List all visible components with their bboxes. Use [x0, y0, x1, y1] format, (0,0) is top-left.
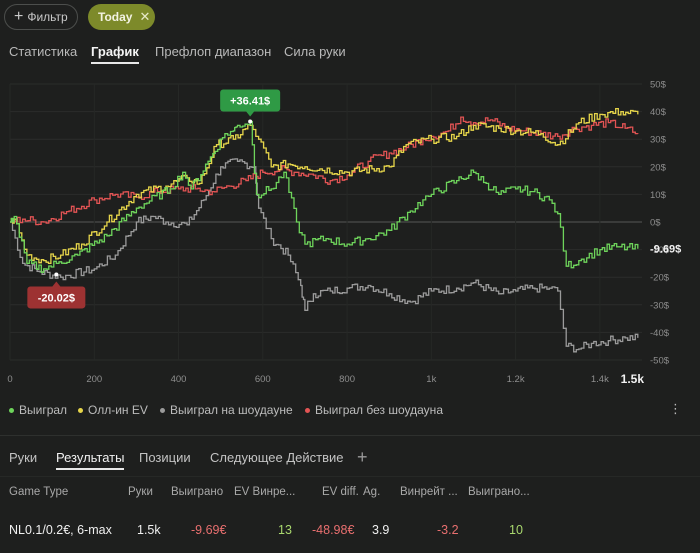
- legend-dot-icon: [9, 407, 14, 413]
- y-tick-label: 0$: [650, 218, 661, 229]
- plus-icon: +: [14, 8, 24, 25]
- max-badge-pointer: [246, 111, 255, 117]
- cell-winrate: -3.2: [437, 523, 459, 537]
- series-line-0: [10, 120, 639, 273]
- y-tick-label: 10$: [650, 190, 667, 201]
- x-tick-label: 1k: [426, 374, 436, 385]
- column-header-ev-winrate[interactable]: EV Винре...: [234, 486, 296, 498]
- y-tick-label: 40$: [650, 107, 667, 118]
- cell-hands: 1.5k: [137, 523, 161, 537]
- max-point: [248, 119, 253, 124]
- tab-graph[interactable]: График: [91, 44, 139, 64]
- table-top-divider: [0, 476, 700, 477]
- min-point: [54, 272, 59, 277]
- chart-legend: Выиграл Олл-ин EV Выиграл на шоудауне Вы…: [0, 401, 700, 421]
- cell-ev-diff: -48.98€: [312, 523, 355, 537]
- y-tick-label: -20$: [650, 273, 670, 284]
- chart-grid: [9, 83, 642, 361]
- legend-item-won[interactable]: Выиграл: [9, 403, 67, 417]
- add-tab-icon[interactable]: +: [357, 447, 368, 467]
- column-header-won[interactable]: Выиграно: [171, 486, 224, 498]
- cell-won: -9.69€: [191, 523, 227, 537]
- y-tick-label: -40$: [650, 328, 670, 339]
- column-header-hands[interactable]: Руки: [128, 486, 153, 498]
- legend-label: Олл-ин EV: [88, 403, 148, 417]
- legend-dot-icon: [305, 407, 310, 413]
- more-options-icon[interactable]: ⋮: [669, 401, 682, 416]
- column-header-won-2[interactable]: Выиграно...: [468, 486, 530, 498]
- x-tick-label: 800: [339, 374, 355, 385]
- y-tick-label: -10$: [650, 245, 670, 256]
- legend-item-showdown[interactable]: Выиграл на шоудауне: [160, 403, 293, 417]
- tab-positions[interactable]: Позиции: [139, 450, 191, 465]
- series-line-2: [10, 158, 639, 353]
- legend-dot-icon: [160, 407, 165, 413]
- today-filter-chip[interactable]: Today ✕: [88, 4, 155, 30]
- main-tabs: Статистика График Префлоп диапазон Сила …: [0, 44, 700, 68]
- add-filter-label: Фильтр: [27, 10, 68, 24]
- min-badge-pointer: [52, 281, 61, 287]
- profit-chart[interactable]: 50$ 40$ 30$ 20$ 10$ 0$ -10$ -20$ -30$ -40$ -50$ 0 20…: [0, 72, 700, 394]
- cell-won-2: 10: [509, 523, 523, 537]
- legend-item-non-showdown[interactable]: Выиграл без шоудауна: [305, 403, 443, 417]
- last-value-label: -9.69$: [650, 244, 681, 256]
- min-value-label: -20.02$: [38, 292, 75, 304]
- bottom-tabs: Руки Результаты Позиции Следующее Действ…: [0, 447, 700, 470]
- series-line-1: [10, 107, 639, 265]
- x-tick-label: 1.4k: [591, 374, 609, 385]
- legend-dot-icon: [78, 407, 83, 413]
- add-filter-button[interactable]: + Фильтр: [4, 4, 78, 30]
- column-header-winrate[interactable]: Винрейт ...: [400, 486, 458, 498]
- cell-game-type: NL0.1/0.2€, 6-max: [9, 523, 112, 537]
- max-value-badge: [220, 89, 281, 112]
- min-value-badge: [27, 286, 86, 309]
- column-header-aggression[interactable]: Ag.: [363, 486, 381, 498]
- cell-ev-winrate: 13: [278, 523, 292, 537]
- y-tick-label: 50$: [650, 80, 667, 91]
- tab-hand-strength[interactable]: Сила руки: [284, 44, 346, 59]
- legend-item-allin-ev[interactable]: Олл-ин EV: [78, 403, 148, 417]
- chart-labels: 50$ 40$ 30$ 20$ 10$ 0$ -10$ -20$ -30$ -40$ -50$ 0 20…: [7, 80, 681, 387]
- x-tick-label: 1.2k: [507, 374, 525, 385]
- today-filter-label: Today: [98, 10, 133, 24]
- filter-bar: + Фильтр Today ✕: [0, 0, 700, 36]
- chart-series: [10, 107, 639, 353]
- close-icon[interactable]: ✕: [139, 9, 151, 24]
- section-divider: [0, 435, 700, 436]
- tab-statistics[interactable]: Статистика: [9, 44, 78, 59]
- y-tick-label: -30$: [650, 300, 670, 311]
- tab-hands[interactable]: Руки: [9, 450, 38, 465]
- tab-next-action[interactable]: Следующее Действие: [210, 450, 344, 465]
- y-tick-label: -50$: [650, 356, 670, 367]
- tab-results[interactable]: Результаты: [56, 450, 125, 470]
- cell-aggression: 3.9: [372, 523, 390, 537]
- series-line-3: [10, 116, 639, 226]
- tab-preflop-range[interactable]: Префлоп диапазон: [155, 44, 272, 59]
- y-tick-label: 20$: [650, 162, 667, 173]
- x-tick-label: 0: [7, 374, 12, 385]
- column-header-ev-diff[interactable]: EV diff.: [322, 486, 359, 498]
- x-end-label: 1.5k: [621, 372, 645, 386]
- legend-label: Выиграл на шоудауне: [170, 403, 293, 417]
- max-value-label: +36.41$: [230, 96, 270, 108]
- x-tick-label: 400: [171, 374, 187, 385]
- legend-label: Выиграл без шоудауна: [315, 403, 443, 417]
- legend-label: Выиграл: [19, 403, 68, 417]
- y-tick-label: 30$: [650, 135, 667, 146]
- x-tick-label: 600: [255, 374, 271, 385]
- x-tick-label: 200: [86, 374, 102, 385]
- column-header-game-type[interactable]: Game Type: [9, 486, 69, 498]
